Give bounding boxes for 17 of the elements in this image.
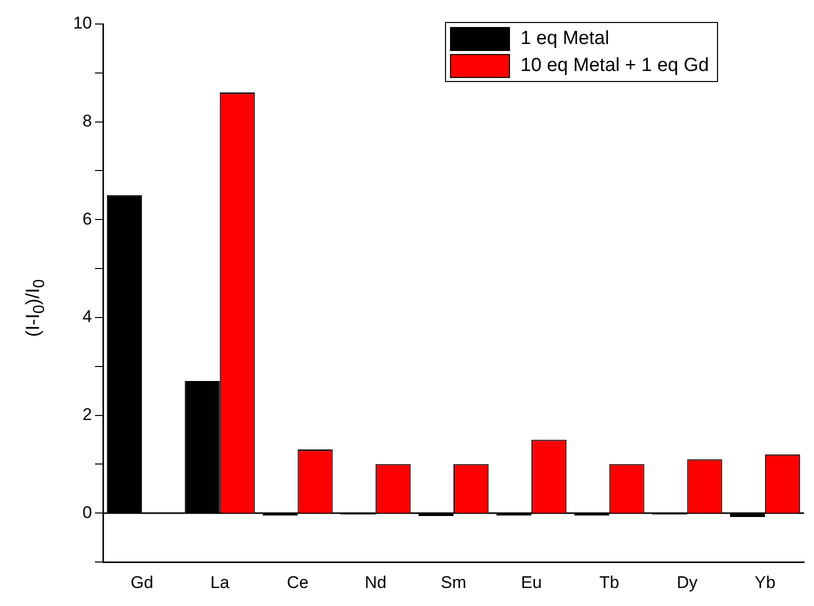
legend-label: 1 eq Metal: [520, 28, 610, 50]
y-tick-label: 10: [73, 14, 92, 33]
x-tick-label: Ce: [286, 572, 309, 592]
x-tick-label: La: [210, 572, 230, 592]
x-tick-label: Sm: [440, 572, 466, 592]
x-tick-label: Nd: [364, 572, 386, 592]
y-tick-label: 4: [82, 307, 92, 326]
y-tick-label: 0: [82, 502, 92, 522]
x-tick-label: Eu: [520, 572, 542, 592]
y-tick-label: 6: [82, 209, 92, 228]
x-tick-label: Gd: [130, 572, 154, 592]
x-tick-label: Yb: [754, 572, 776, 592]
x-tick-label: Dy: [676, 572, 698, 592]
x-tick-label: Tb: [599, 572, 620, 592]
y-tick-label: 2: [82, 404, 92, 424]
y-tick-label: 8: [82, 112, 92, 131]
legend-label: 10 eq Metal + 1 eq Gd: [520, 54, 709, 76]
